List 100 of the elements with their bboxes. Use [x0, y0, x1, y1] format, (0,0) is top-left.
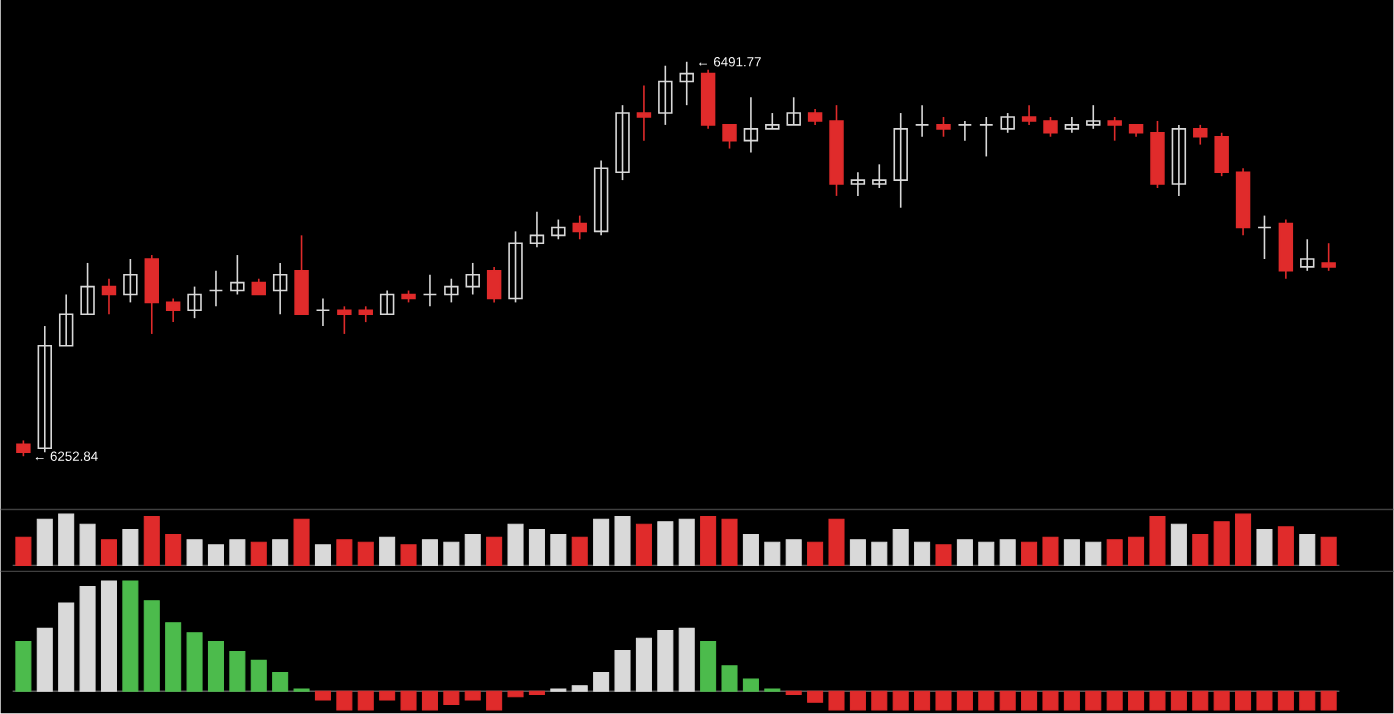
bar — [1299, 691, 1316, 711]
candlestick — [486, 266, 502, 304]
candlestick — [230, 254, 245, 296]
bar — [935, 691, 952, 711]
bar — [100, 580, 117, 693]
candlestick — [572, 215, 587, 241]
bar — [828, 691, 845, 711]
bar — [593, 672, 610, 693]
bar — [443, 691, 460, 706]
bar — [79, 524, 96, 567]
bar — [143, 516, 160, 567]
bar — [15, 641, 32, 693]
candlestick — [379, 290, 395, 316]
candlestick — [722, 124, 737, 150]
candlestick — [936, 116, 951, 138]
candlestick — [850, 171, 866, 198]
candlestick — [1193, 124, 1208, 146]
bar — [914, 691, 931, 711]
bar — [507, 524, 524, 567]
bar — [1170, 691, 1187, 711]
bar — [379, 691, 396, 701]
bar — [1106, 691, 1123, 711]
bar — [421, 539, 438, 567]
bar — [978, 691, 995, 711]
bar — [1213, 691, 1230, 711]
bar — [1042, 536, 1059, 567]
bar — [1128, 536, 1145, 567]
candlestick — [294, 234, 309, 316]
candlestick — [658, 65, 673, 127]
bar — [229, 651, 246, 693]
bar — [1299, 534, 1316, 567]
candlestick — [979, 116, 994, 158]
bar — [1063, 539, 1080, 567]
candlestick — [1278, 219, 1294, 280]
bar — [336, 539, 353, 567]
bar — [36, 518, 53, 567]
bar — [272, 539, 289, 567]
candlestick — [1214, 132, 1229, 178]
bar — [229, 539, 246, 567]
bar — [165, 534, 182, 567]
candlestick — [272, 262, 288, 316]
candlestick — [165, 297, 181, 324]
bar — [828, 518, 845, 567]
bar — [15, 536, 32, 567]
bar — [614, 516, 631, 567]
candlestick — [315, 297, 331, 328]
candlestick — [123, 258, 138, 304]
candlestick — [465, 262, 480, 296]
bar — [935, 544, 952, 567]
bar — [400, 691, 417, 711]
bar — [700, 516, 717, 567]
bar — [1277, 691, 1294, 711]
bar — [528, 529, 545, 567]
bar — [400, 544, 417, 567]
candlestick — [144, 254, 159, 336]
bar — [1256, 529, 1273, 567]
bar — [1149, 516, 1166, 567]
bar — [978, 542, 995, 567]
bar — [1128, 691, 1145, 711]
candlestick — [1171, 124, 1187, 198]
candlestick — [957, 120, 973, 142]
bar — [849, 691, 866, 711]
bar — [464, 691, 481, 701]
bar — [1085, 542, 1102, 567]
bar — [250, 542, 267, 567]
bar — [1256, 691, 1273, 711]
candlestick — [679, 61, 694, 107]
bar — [79, 586, 96, 693]
bar — [443, 542, 460, 567]
bar — [250, 660, 267, 693]
bar — [871, 542, 888, 567]
bar — [678, 628, 695, 693]
bar — [464, 534, 481, 567]
bar — [571, 536, 588, 567]
bar — [1063, 691, 1080, 711]
bar — [1320, 691, 1337, 711]
bar — [657, 521, 674, 567]
bar — [892, 691, 909, 711]
bar — [1235, 513, 1252, 567]
bar — [336, 691, 353, 711]
bar — [1021, 542, 1038, 567]
bar — [272, 672, 289, 693]
bar — [721, 518, 738, 567]
bar — [614, 650, 631, 693]
bar — [593, 518, 610, 567]
bar — [186, 632, 203, 693]
bar — [1085, 691, 1102, 711]
bar — [421, 691, 438, 711]
bar — [571, 685, 588, 693]
bar — [165, 622, 182, 693]
bar — [871, 691, 888, 711]
bar — [807, 542, 824, 567]
bar — [207, 544, 224, 567]
bar — [914, 542, 931, 567]
candlestick — [37, 325, 52, 454]
bar — [721, 665, 738, 693]
candlestick — [593, 159, 609, 237]
candlestick — [1300, 238, 1315, 272]
bar — [1320, 536, 1337, 567]
candlestick — [1043, 116, 1058, 138]
